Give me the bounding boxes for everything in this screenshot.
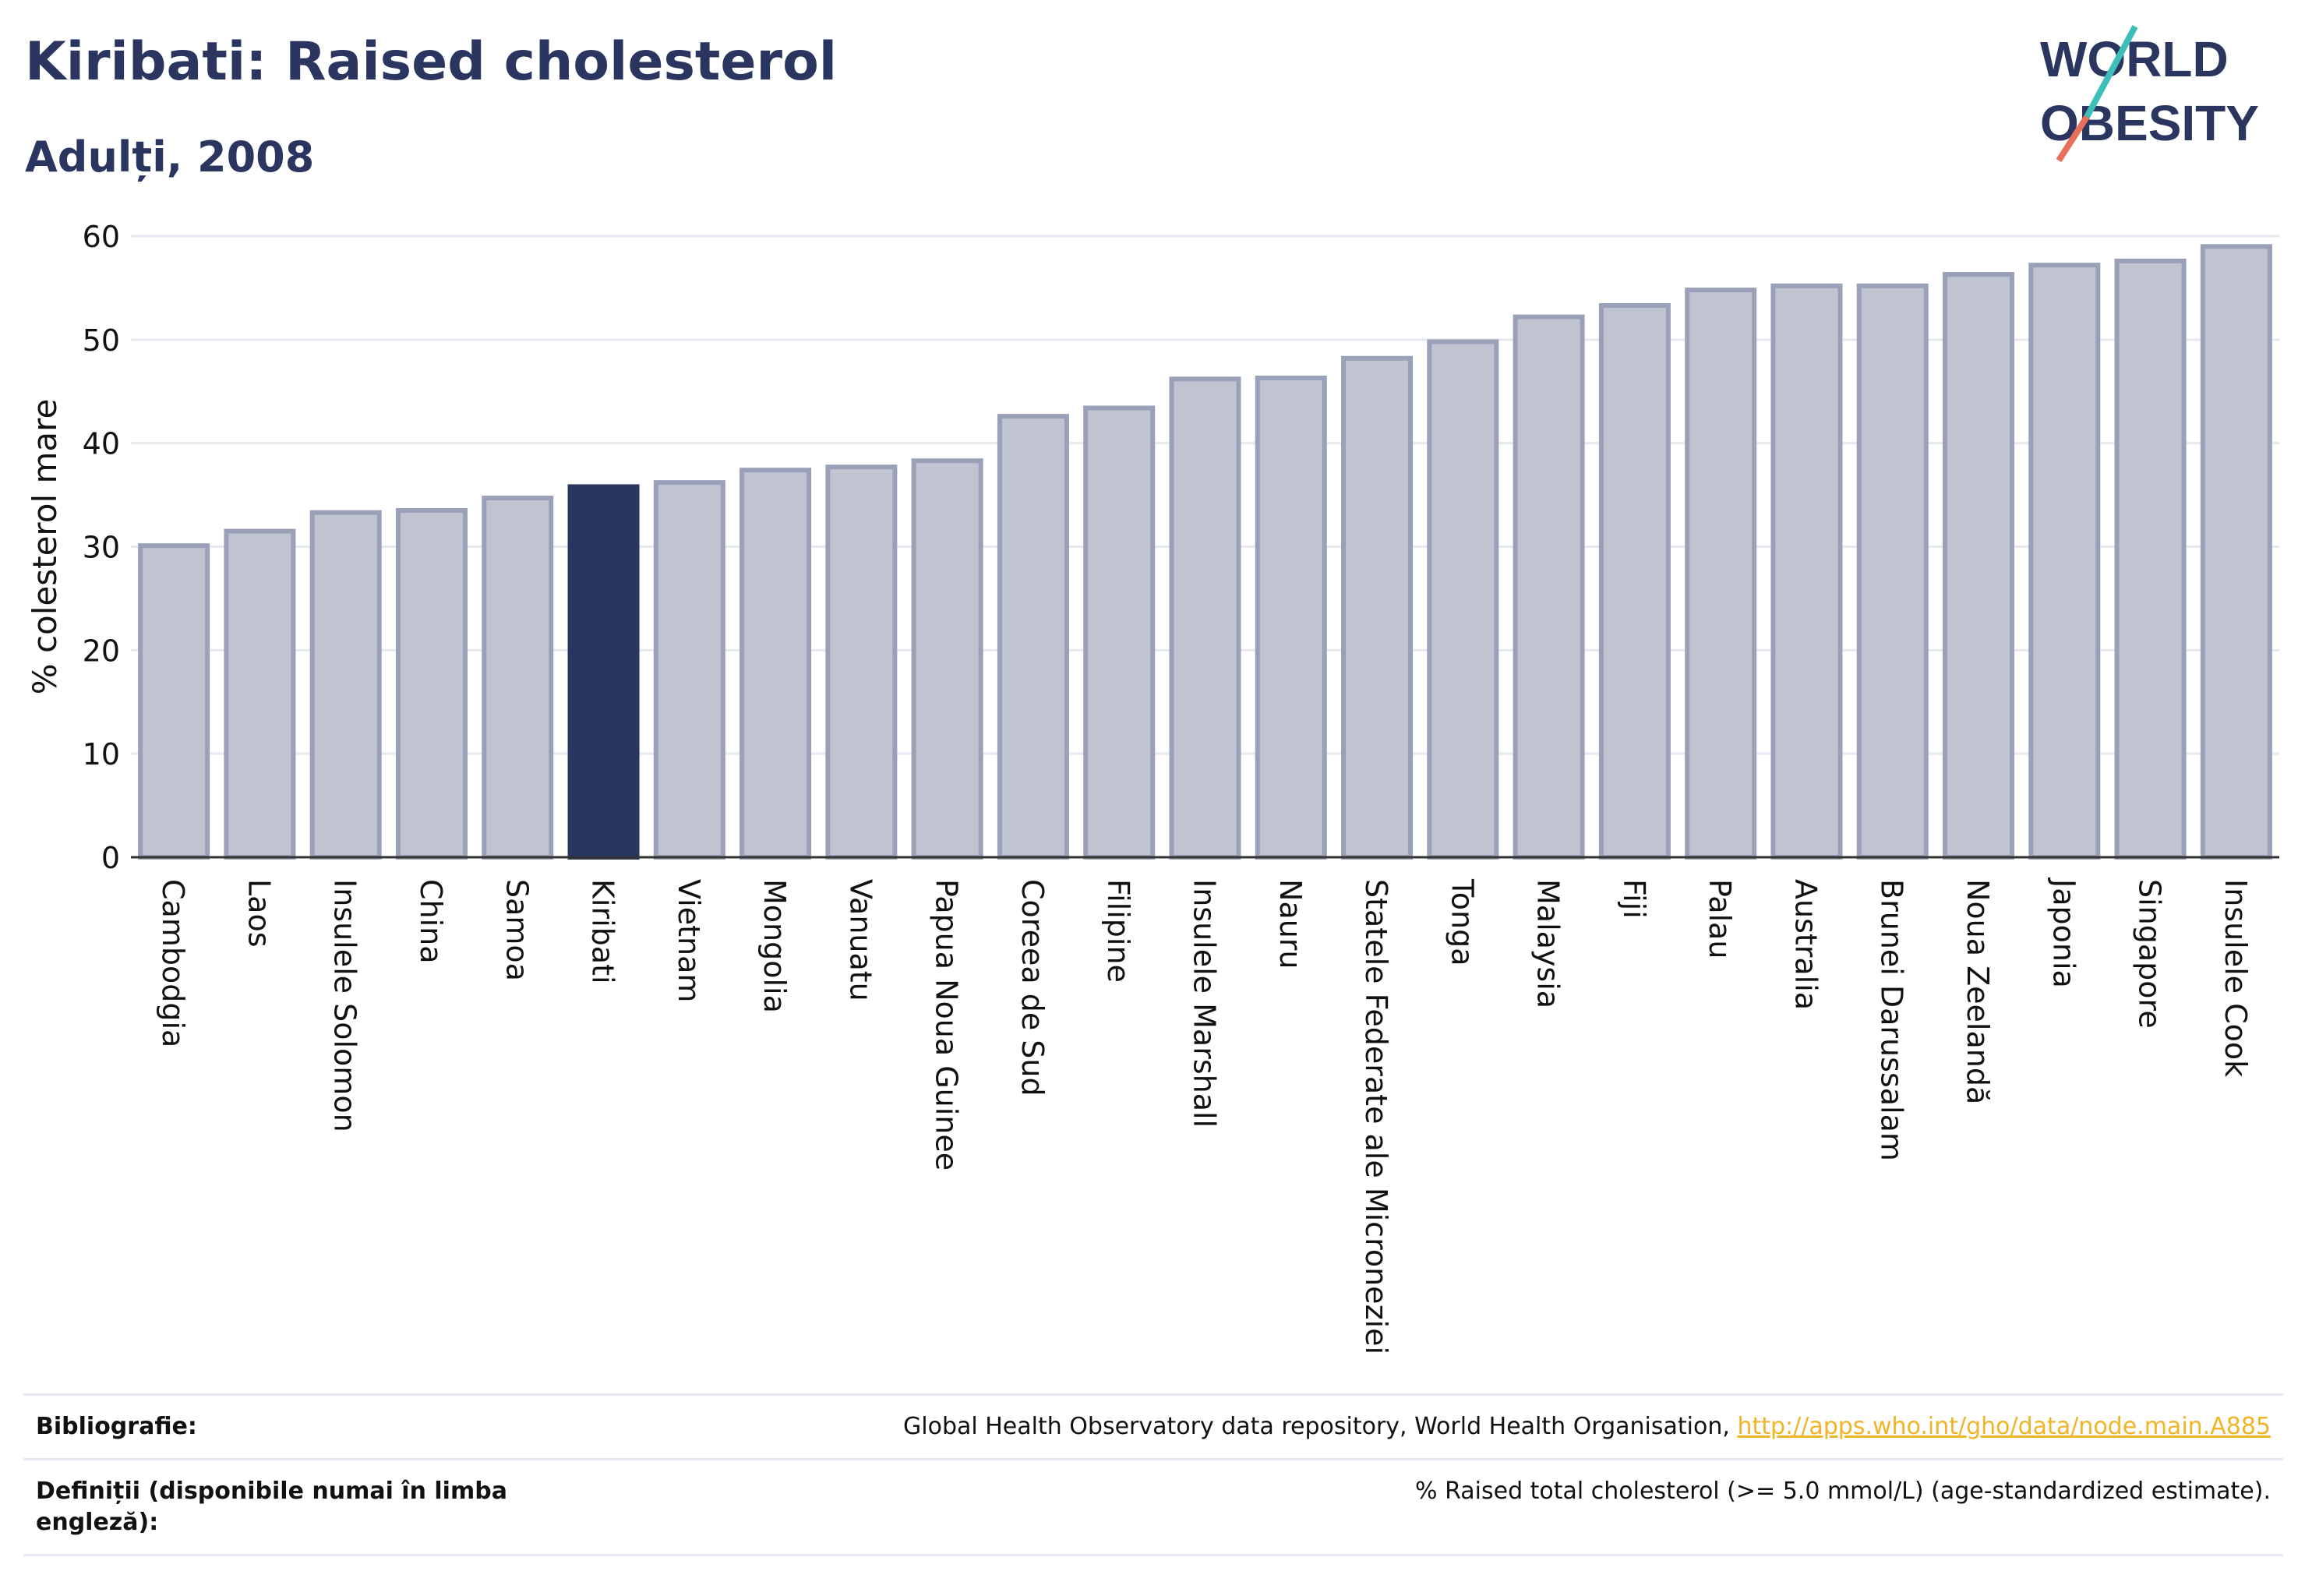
bar-laos [224, 528, 296, 860]
y-tick-label: 50 [83, 323, 120, 358]
logo-slash-coral [2056, 115, 2090, 163]
x-tick-label: Singapore [2133, 879, 2167, 1029]
y-axis-label: % colesterol mare [26, 399, 64, 695]
definitions-text: % Raised total cholesterol (>= 5.0 mmol/… [1415, 1478, 2271, 1505]
logo-line1: WORLD [2040, 31, 2229, 87]
bar-fiji [1598, 302, 1671, 860]
x-tick-label: Insulele Cook [2219, 879, 2253, 1077]
x-tick-label: Papua Noua Guinee [930, 879, 964, 1171]
bar-insulele-solomon [309, 510, 382, 860]
bar-malaysia [1513, 314, 1585, 860]
bar-australia [1770, 283, 1843, 860]
world-obesity-logo: WORLD OBESITY [2040, 25, 2259, 163]
logo-line2: OBESITY [2040, 95, 2259, 151]
bar-insulele-marshall [1169, 376, 1241, 860]
y-tick-label: 0 [101, 841, 120, 875]
x-tick-label: Laos [242, 879, 276, 948]
x-tick-label: Vanuatu [843, 879, 877, 1001]
x-tick-label: Cambodgia [156, 879, 190, 1047]
definitions-label: Definiții (disponibile numai în limba en… [36, 1476, 507, 1538]
bar-palau [1685, 288, 1757, 860]
y-tick-label: 10 [83, 737, 120, 772]
bar-samoa [482, 496, 554, 860]
bar-insulele-cook [2200, 244, 2272, 860]
bar-kiribati [567, 484, 640, 860]
bar-mongolia [740, 468, 812, 860]
x-tick-label: Statele Federate ale Microneziei [1359, 879, 1393, 1354]
x-tick-label: Tonga [1445, 878, 1479, 966]
x-tick-label: Fiji [1617, 879, 1651, 919]
bar-cambodgia [138, 543, 210, 860]
x-tick-label: Coreea de Sud [1015, 879, 1050, 1096]
y-tick-label: 60 [83, 220, 120, 254]
bibliography-value: Global Health Observatory data repositor… [903, 1411, 2271, 1442]
definitions-label-line1: Definiții (disponibile numai în limba [36, 1478, 507, 1505]
bibliography-label: Bibliografie: [36, 1413, 197, 1440]
bar-japonia [2028, 263, 2101, 860]
definitions-label-line2: engleză): [36, 1509, 159, 1536]
bar-chart: 0 10 20 30 40 50 60 % colesterol mare Cambodgia L… [26, 220, 2279, 1354]
x-tick-label: Nauru [1273, 879, 1308, 969]
references-table: Bibliografie: Global Health Observatory … [23, 1393, 2283, 1556]
logo-slash-teal [2084, 25, 2138, 118]
chart-subtitle: Adulți, 2008 [25, 132, 315, 182]
bar-papua-noua-guinee [911, 458, 983, 860]
bibliography-row: Bibliografie: Global Health Observatory … [23, 1393, 2283, 1458]
x-tick-label: Japonia [2046, 877, 2081, 988]
bar-singapore [2114, 258, 2187, 860]
x-tick-label: China [414, 879, 448, 964]
bar-statele-federate-ale-microneziei [1341, 355, 1414, 860]
x-tick-label: Noua Zeelandă [1961, 879, 1995, 1104]
chart-title: Kiribati: Raised cholesterol [25, 31, 838, 93]
y-tick-label: 20 [83, 634, 120, 668]
bibliography-link[interactable]: http://apps.who.int/gho/data/node.main.A… [1737, 1413, 2271, 1440]
definitions-row: Definiții (disponibile numai în limba en… [23, 1458, 2283, 1556]
bar-vietnam [653, 480, 725, 860]
x-tick-label: Insulele Solomon [328, 879, 362, 1132]
x-tick-label: Insulele Marshall [1188, 879, 1222, 1128]
x-tick-label: Vietnam [672, 879, 706, 1002]
x-tick-label: Kiribati [586, 879, 620, 984]
bar-brunei-darussalam [1856, 283, 1929, 860]
bar-coreea-de-sud [997, 414, 1069, 860]
bar-noua-zeelandă [1943, 272, 2015, 860]
x-tick-label: Filipine [1101, 879, 1135, 983]
x-tick-label: Brunei Darussalam [1875, 879, 1909, 1161]
y-tick-label: 30 [83, 531, 120, 565]
bar-filipine [1083, 405, 1156, 860]
x-tick-label: Mongolia [757, 879, 792, 1013]
x-tick-label: Australia [1788, 879, 1823, 1010]
y-tick-label: 40 [83, 427, 120, 461]
bar-tonga [1427, 339, 1499, 860]
bibliography-text: Global Health Observatory data repositor… [903, 1413, 1738, 1440]
bar-vanuatu [825, 464, 898, 860]
x-tick-label: Palau [1703, 879, 1737, 959]
bar-china [395, 508, 468, 860]
x-tick-label: Samoa [499, 879, 534, 981]
x-tick-label: Malaysia [1531, 879, 1565, 1008]
bar-nauru [1255, 375, 1327, 860]
